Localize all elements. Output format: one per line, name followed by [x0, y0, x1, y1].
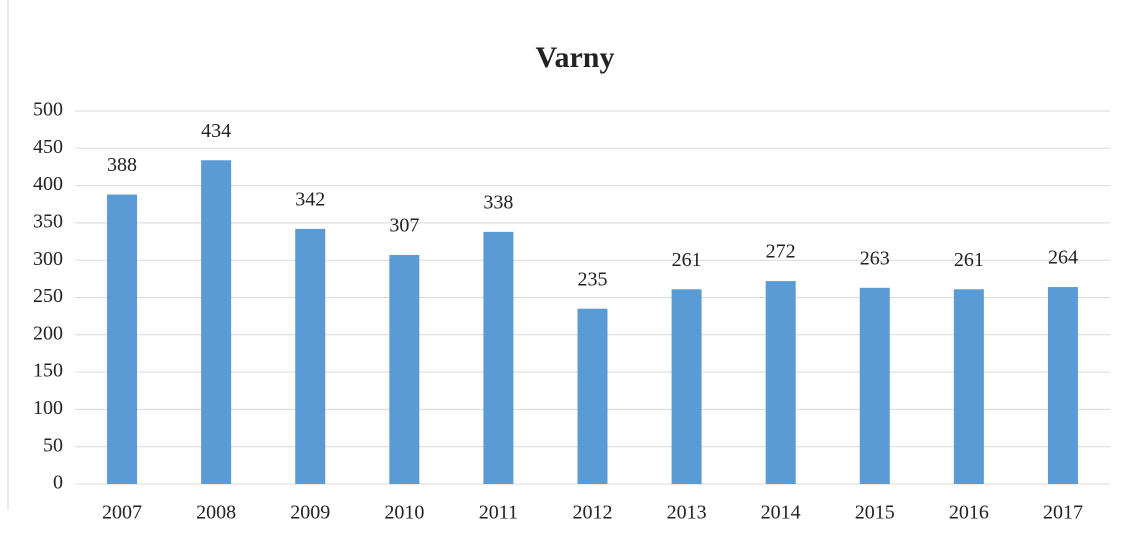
x-tick-label: 2013	[667, 502, 707, 524]
bar	[295, 228, 326, 484]
data-label: 261	[954, 249, 984, 271]
x-tick-label: 2008	[196, 502, 236, 524]
data-label: 272	[766, 241, 796, 263]
y-tick-label: 500	[33, 99, 63, 121]
data-label: 338	[483, 191, 513, 213]
data-label: 235	[578, 268, 608, 290]
x-tick-label: 2009	[290, 502, 330, 524]
x-tick-label: 2016	[949, 502, 989, 524]
bar	[953, 289, 984, 484]
y-tick-label: 0	[53, 472, 63, 494]
data-label: 307	[389, 215, 419, 237]
bar	[107, 194, 138, 484]
y-tick-label: 50	[43, 434, 63, 456]
y-tick-label: 400	[33, 173, 63, 195]
y-tick-label: 150	[33, 360, 63, 382]
bar	[1047, 287, 1078, 484]
bar	[483, 231, 514, 484]
bar	[859, 287, 890, 484]
y-tick-label: 100	[33, 397, 63, 419]
y-tick-label: 300	[33, 248, 63, 270]
bar	[201, 160, 232, 484]
y-tick-label: 350	[33, 210, 63, 232]
bar	[765, 281, 796, 484]
x-tick-label: 2010	[384, 502, 424, 524]
data-label: 264	[1048, 247, 1078, 269]
x-tick-label: 2011	[479, 502, 518, 524]
data-label: 434	[201, 120, 231, 142]
x-tick-label: 2012	[573, 502, 613, 524]
data-label: 388	[107, 154, 137, 176]
bar	[671, 289, 702, 484]
chart-title: Varny	[536, 41, 615, 74]
x-tick-label: 2015	[855, 502, 895, 524]
x-tick-label: 2017	[1043, 502, 1083, 524]
y-tick-label: 250	[33, 285, 63, 307]
x-tick-label: 2007	[102, 502, 142, 524]
bar	[389, 254, 420, 484]
data-label: 261	[672, 249, 702, 271]
data-label: 263	[860, 247, 890, 269]
bar	[577, 308, 608, 484]
x-tick-label: 2014	[761, 502, 801, 524]
data-label: 342	[295, 188, 325, 210]
y-tick-label: 200	[33, 322, 63, 344]
y-tick-label: 450	[33, 136, 63, 158]
